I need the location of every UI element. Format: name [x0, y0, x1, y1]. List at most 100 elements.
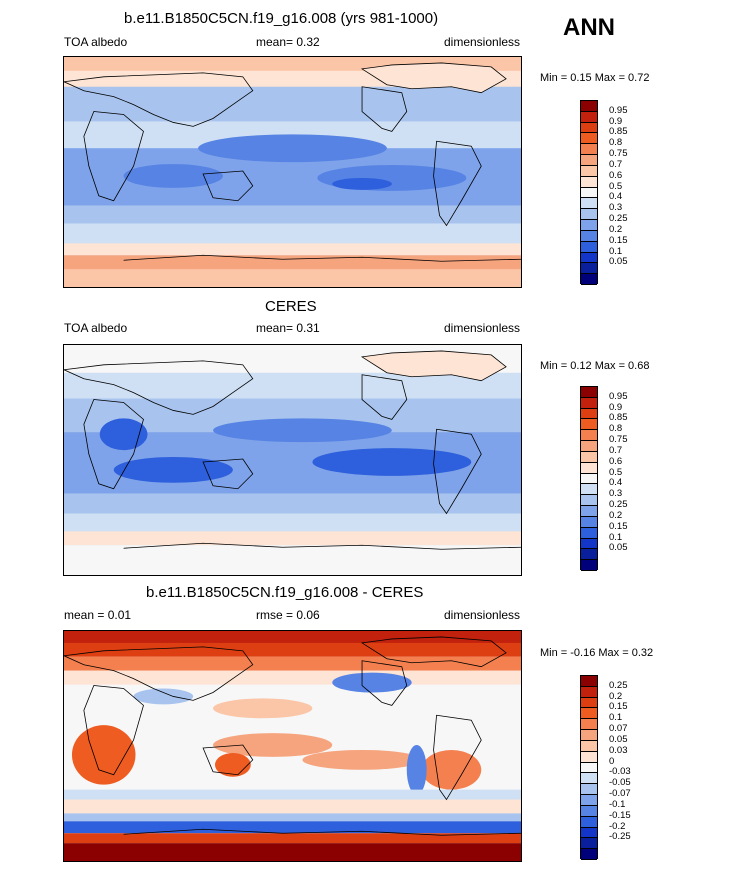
colorbar-tick-label: 0.9 [609, 115, 623, 127]
colorbar-swatch [581, 719, 597, 731]
panel2-map [63, 344, 522, 576]
panel2-field-label: TOA albedo [64, 321, 128, 335]
colorbar-tick-label: -0.07 [609, 788, 631, 800]
colorbar-swatch [581, 484, 597, 496]
colorbar-tick-label: 0.05 [609, 256, 628, 268]
colorbar-swatch [581, 495, 597, 507]
colorbar-swatch [581, 838, 597, 850]
colorbar-tick-label: 0.25 [609, 499, 628, 511]
colorbar-tick-label: 0.6 [609, 455, 623, 467]
colorbar-swatch [581, 209, 597, 221]
panel1-colorbar [580, 100, 598, 285]
colorbar-tick-label: 0.6 [609, 169, 623, 181]
colorbar-tick-label: -0.1 [609, 798, 626, 810]
colorbar-swatch [581, 430, 597, 442]
colorbar-swatch [581, 165, 597, 177]
colorbar-tick-label: 0.3 [609, 202, 623, 214]
colorbar-swatch [581, 122, 597, 134]
colorbar-tick-label: 0.4 [609, 477, 623, 489]
colorbar-tick-label: 0.15 [609, 520, 628, 532]
colorbar-swatch [581, 676, 597, 687]
colorbar-tick-label: 0.75 [609, 148, 628, 160]
colorbar-swatch [581, 538, 597, 550]
colorbar-swatch [581, 795, 597, 806]
panel1-map [63, 56, 522, 288]
panel1-map-field [64, 57, 521, 287]
colorbar-swatch [581, 387, 597, 398]
colorbar-swatch [581, 762, 597, 774]
colorbar-swatch [581, 773, 597, 785]
panel3-units-label: dimensionless [444, 608, 521, 622]
colorbar-tick-label: 0.05 [609, 542, 628, 554]
panel2-min-max: Min = 0.12 Max = 0.68 [540, 360, 650, 372]
panel1-title: b.e11.B1850C5CN.f19_g16.008 (yrs 981-100… [124, 10, 439, 27]
colorbar-swatch [581, 516, 597, 528]
colorbar-tick-label: 0.7 [609, 444, 623, 456]
colorbar-tick-label: 0.5 [609, 180, 623, 192]
colorbar-tick-label: 0.07 [609, 723, 628, 735]
colorbar-tick-label: 0.95 [609, 104, 628, 116]
colorbar-tick-label: 0.5 [609, 466, 623, 478]
panel1-mean-label: mean= 0.32 [256, 35, 320, 49]
colorbar-swatch [581, 187, 597, 199]
colorbar-tick-label: -0.2 [609, 820, 626, 832]
colorbar-tick-label: 0.25 [609, 213, 628, 225]
colorbar-swatch [581, 751, 597, 763]
colorbar-swatch [581, 816, 597, 828]
colorbar-swatch [581, 408, 597, 420]
panel3-rmse-label: rmse = 0.06 [256, 608, 320, 622]
colorbar-swatch [581, 144, 597, 156]
colorbar-swatch [581, 241, 597, 253]
colorbar-swatch [581, 220, 597, 231]
panel2-title: CERES [265, 298, 317, 315]
colorbar-swatch [581, 827, 597, 839]
panel3-map [63, 630, 522, 862]
panel1-units-label: dimensionless [444, 35, 521, 49]
colorbar-swatch [581, 730, 597, 741]
colorbar-swatch [581, 133, 597, 145]
colorbar-tick-label: 0.4 [609, 191, 623, 203]
colorbar-tick-label: 0.1 [609, 712, 623, 724]
colorbar-swatch [581, 198, 597, 210]
panel2-map-field [64, 345, 521, 575]
colorbar-swatch [581, 462, 597, 474]
colorbar-swatch [581, 473, 597, 485]
colorbar-swatch [581, 451, 597, 463]
colorbar-swatch [581, 849, 597, 860]
colorbar-swatch [581, 708, 597, 720]
colorbar-swatch [581, 111, 597, 123]
colorbar-swatch [581, 740, 597, 752]
colorbar-tick-label: 0.3 [609, 488, 623, 500]
colorbar-swatch [581, 527, 597, 539]
colorbar-tick-label: 0.25 [609, 679, 628, 691]
colorbar-swatch [581, 230, 597, 242]
colorbar-swatch [581, 549, 597, 561]
colorbar-swatch [581, 441, 597, 452]
panel3-title: b.e11.B1850C5CN.f19_g16.008 - CERES [146, 584, 424, 601]
colorbar-swatch [581, 697, 597, 709]
panel3-mean-label: mean = 0.01 [64, 608, 132, 622]
panel2-colorbar [580, 386, 598, 571]
colorbar-tick-label: 0.15 [609, 701, 628, 713]
colorbar-tick-label: 0 [609, 755, 615, 767]
colorbar-swatch [581, 263, 597, 275]
colorbar-tick-label: 0.1 [609, 245, 623, 257]
colorbar-tick-label: -0.05 [609, 777, 631, 789]
colorbar-tick-label: 0.9 [609, 401, 623, 413]
colorbar-tick-label: 0.03 [609, 744, 628, 756]
colorbar-tick-label: 0.7 [609, 158, 623, 170]
panel1-min-max: Min = 0.15 Max = 0.72 [540, 72, 650, 84]
colorbar-tick-label: -0.03 [609, 766, 631, 778]
colorbar-swatch [581, 686, 597, 698]
colorbar-swatch [581, 419, 597, 431]
colorbar-swatch [581, 805, 597, 817]
colorbar-swatch [581, 506, 597, 517]
colorbar-swatch [581, 155, 597, 166]
panel3-map-field [64, 631, 521, 861]
colorbar-tick-label: 0.8 [609, 137, 623, 149]
colorbar-swatch [581, 274, 597, 285]
panel2-units-label: dimensionless [444, 321, 521, 335]
season-label: ANN [563, 14, 615, 41]
colorbar-tick-label: -0.25 [609, 831, 631, 843]
colorbar-swatch [581, 101, 597, 112]
